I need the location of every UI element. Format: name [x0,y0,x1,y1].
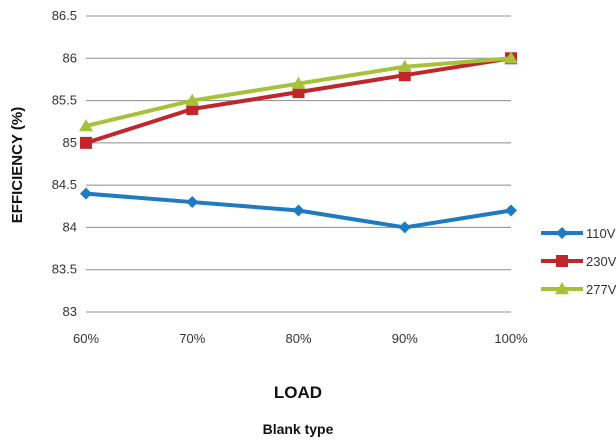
chart-subtitle: Blank type [263,421,334,437]
x-tick-label: 70% [179,331,205,346]
x-tick-label: 90% [392,331,418,346]
data-point-230v [292,86,305,99]
y-tick-label: 85.5 [52,93,77,108]
data-point-110v [186,196,199,209]
data-point-277v [397,59,412,72]
y-tick-label: 86 [63,50,77,65]
legend-label-277v: 277V [586,282,616,297]
data-point-110v [80,187,92,200]
x-tick-label: 60% [73,331,99,346]
data-point-110v [292,204,305,217]
y-tick-label: 83.5 [52,262,77,277]
data-point-230v [398,69,411,82]
data-point-277v [291,76,306,89]
y-tick-label: 83 [63,304,77,319]
legend-marker-277v [555,282,569,295]
data-point-277v [185,93,200,106]
x-tick-label: 100% [494,331,528,346]
y-tick-label: 84 [63,219,77,234]
series-lines [79,51,518,234]
x-axis-label: LOAD [274,383,322,402]
data-point-230v [80,136,92,149]
data-point-277v [504,51,518,64]
data-point-230v [186,103,199,116]
y-tick-label: 86.5 [52,8,77,23]
y-tick-label: 85 [63,135,77,150]
data-point-277v [79,118,93,132]
x-tick-labels: 60% 70% 80% 90% 100% [73,331,528,346]
x-tick-label: 80% [285,331,311,346]
legend-label-110v: 110V [586,226,616,241]
legend-marker-110v [556,227,568,239]
y-tick-label: 84.5 [52,177,77,192]
legend: 110V 230V 277V [541,226,616,297]
legend-label-230v: 230V [586,254,616,269]
y-tick-labels: 83 83.5 84 84.5 85 85.5 86 86.5 [52,8,77,319]
data-point-110v [505,204,517,217]
data-point-110v [398,221,411,234]
grid-lines [86,15,511,313]
legend-marker-230v [556,255,568,267]
y-axis-label: EFFICIENCY (%) [9,107,26,223]
